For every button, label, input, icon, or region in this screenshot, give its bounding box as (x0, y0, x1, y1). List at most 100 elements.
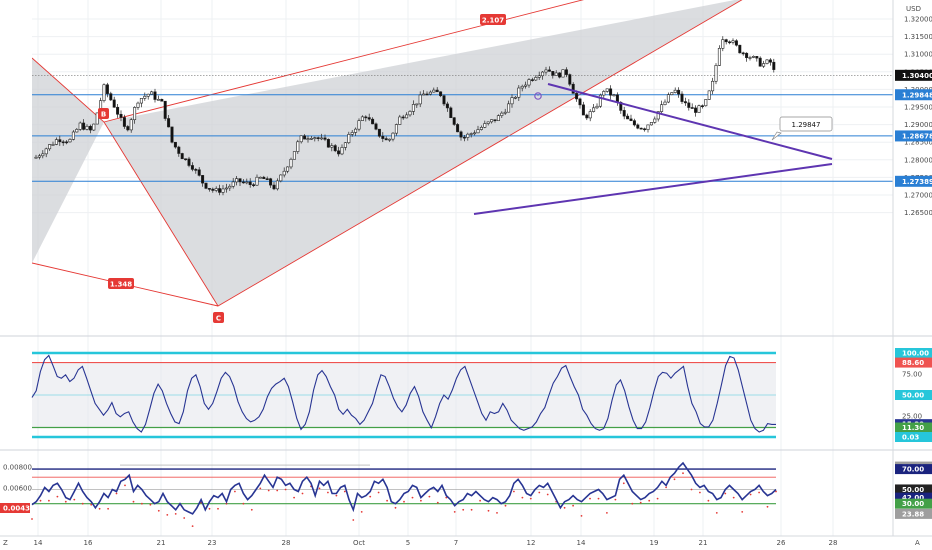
candle-up[interactable] (398, 116, 402, 125)
candle-up[interactable] (602, 91, 606, 96)
candle-down[interactable] (768, 59, 772, 63)
harmonic-pattern[interactable] (32, 0, 745, 307)
candle-up[interactable] (748, 57, 752, 59)
candle-up[interactable] (255, 176, 259, 186)
candle-down[interactable] (82, 122, 86, 130)
candle-up[interactable] (354, 128, 358, 133)
candle-up[interactable] (510, 97, 514, 105)
candle-down[interactable] (374, 123, 378, 130)
candle-down[interactable] (425, 93, 429, 96)
candle-down[interactable] (449, 107, 453, 118)
candle-up[interactable] (309, 138, 313, 140)
date-axis[interactable]: 14 16 21 23 28 Oct 5 7 12 14 19 21 26 28 (34, 539, 838, 547)
harmonic-point-b[interactable]: B (98, 108, 109, 119)
candle-down[interactable] (636, 124, 640, 129)
candle-up[interactable] (347, 134, 351, 144)
candle-up[interactable] (751, 56, 755, 58)
candle-down[interactable] (88, 125, 92, 131)
candle-down[interactable] (252, 184, 256, 186)
candle-up[interactable] (75, 129, 79, 133)
candle-down[interactable] (629, 118, 633, 121)
candle-up[interactable] (554, 72, 558, 76)
candle-down[interactable] (439, 91, 443, 97)
candle-up[interactable] (102, 84, 106, 101)
candle-up[interactable] (156, 98, 160, 101)
candle-up[interactable] (139, 98, 143, 104)
candle-down[interactable] (197, 169, 201, 176)
candle-down[interactable] (323, 137, 327, 140)
candle-up[interactable] (483, 123, 487, 128)
candle-up[interactable] (129, 119, 133, 131)
candle-up[interactable] (513, 96, 517, 99)
candle-down[interactable] (745, 52, 749, 58)
candle-down[interactable] (211, 188, 215, 191)
candle-up[interactable] (415, 103, 419, 106)
candle-up[interactable] (48, 144, 52, 150)
candle-down[interactable] (578, 98, 582, 106)
candle-down[interactable] (326, 139, 330, 148)
candle-down[interactable] (303, 135, 307, 140)
candle-up[interactable] (292, 151, 296, 160)
candle-up[interactable] (765, 59, 769, 64)
candle-down[interactable] (551, 71, 555, 76)
candle-down[interactable] (687, 102, 691, 108)
candle-up[interactable] (405, 114, 409, 119)
candle-up[interactable] (95, 112, 99, 125)
candle-up[interactable] (598, 94, 602, 107)
candle-up[interactable] (534, 77, 538, 81)
candle-down[interactable] (571, 83, 575, 94)
harmonic-point-c[interactable]: C (213, 312, 224, 323)
candle-up[interactable] (670, 92, 674, 95)
candle-down[interactable] (564, 69, 568, 75)
candle-down[interactable] (119, 113, 123, 118)
candle-up[interactable] (245, 181, 249, 184)
candle-up[interactable] (350, 132, 354, 135)
price-callout[interactable]: 1.29847 (771, 116, 833, 141)
candle-down[interactable] (272, 184, 276, 190)
candle-up[interactable] (653, 118, 657, 123)
candle-down[interactable] (734, 40, 738, 46)
price-axis-tags[interactable]: 1.29848 1.28678 1.27389 1.30400 (895, 69, 932, 187)
candle-down[interactable] (626, 115, 630, 120)
candle-down[interactable] (493, 119, 497, 121)
candle-up[interactable] (279, 174, 283, 182)
candle-down[interactable] (371, 118, 375, 125)
candle-up[interactable] (527, 79, 531, 86)
candle-up[interactable] (394, 124, 398, 134)
candle-down[interactable] (187, 158, 191, 166)
candle-up[interactable] (762, 63, 766, 67)
candle-down[interactable] (530, 79, 534, 81)
candle-down[interactable] (639, 127, 643, 130)
candle-down[interactable] (177, 146, 181, 154)
candle-up[interactable] (133, 107, 137, 121)
candle-down[interactable] (381, 135, 385, 139)
candle-down[interactable] (194, 169, 198, 171)
candle-up[interactable] (235, 178, 239, 183)
candle-down[interactable] (173, 141, 177, 148)
candle-up[interactable] (418, 94, 422, 105)
candle-up[interactable] (663, 101, 667, 106)
zoom-button[interactable]: Z (3, 539, 8, 547)
candle-down[interactable] (112, 99, 116, 108)
candle-down[interactable] (683, 101, 687, 104)
candle-down[interactable] (401, 116, 405, 119)
candle-up[interactable] (92, 123, 96, 131)
candle-up[interactable] (592, 107, 596, 112)
candle-down[interactable] (184, 158, 188, 161)
candle-down[interactable] (741, 52, 745, 55)
candle-down[interactable] (384, 138, 388, 141)
candle-up[interactable] (143, 95, 147, 99)
candle-up[interactable] (646, 124, 650, 130)
candle-up[interactable] (697, 105, 701, 113)
candle-up[interactable] (313, 137, 317, 139)
candle-down[interactable] (207, 188, 211, 190)
triangle-lower-trendline[interactable] (473, 163, 833, 215)
candle-up[interactable] (612, 94, 616, 97)
candle-up[interactable] (707, 90, 711, 100)
candle-up[interactable] (588, 111, 592, 119)
candle-up[interactable] (224, 187, 228, 190)
candle-down[interactable] (622, 110, 626, 117)
candle-up[interactable] (282, 170, 286, 176)
